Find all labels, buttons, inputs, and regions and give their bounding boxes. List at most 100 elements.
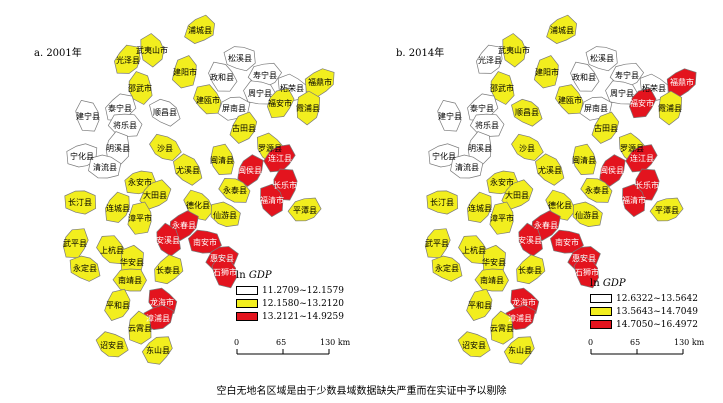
county-label: 福安市 <box>268 98 292 108</box>
county-label: 东山县 <box>508 345 532 355</box>
county-region <box>518 222 543 257</box>
county-region <box>516 254 546 285</box>
county-label: 永安市 <box>490 177 514 187</box>
county-region <box>450 154 484 179</box>
map-panel-2001: 浦城县 武夷山市 松溪县 光泽县 政和县 寿宁县 建阳市 柘荣县 福鼎市 邵武市 周宁县 福安市 建瓯市… <box>0 0 361 375</box>
scale-bar-2014: 0 65 130 km <box>588 338 705 355</box>
county-region <box>511 98 543 127</box>
county-label: 安溪县 <box>156 235 180 245</box>
county-region <box>490 71 515 105</box>
county-region <box>69 255 101 282</box>
county-region <box>172 55 197 89</box>
county-label: 闽侯县 <box>238 166 262 175</box>
county-label: 龙海市 <box>150 297 174 307</box>
legend-title: ln GDP <box>590 278 626 289</box>
county-region <box>218 178 251 203</box>
county-label: 长乐市 <box>273 180 297 190</box>
county-label: 长乐市 <box>635 180 659 190</box>
county-label: 闽侯县 <box>600 166 624 175</box>
county-region <box>210 143 235 175</box>
county-region <box>550 229 584 254</box>
legend-item-high: 14.7050~16.4972 <box>590 318 698 331</box>
county-label: 政和县 <box>572 72 596 82</box>
county-region <box>141 336 173 365</box>
county-label: 漳浦县 <box>508 313 532 323</box>
county-region <box>649 197 684 222</box>
county-region <box>580 178 613 203</box>
county-label: 连城县 <box>106 203 130 213</box>
county-region <box>263 144 296 173</box>
county-label: 建阳市 <box>173 67 197 77</box>
county-label: 惠安县 <box>210 253 234 263</box>
county-label: 德化县 <box>186 200 210 210</box>
county-label: 平潭县 <box>655 206 679 215</box>
county-label: 霞浦县 <box>658 103 682 113</box>
county-region <box>95 331 129 358</box>
county-label: 南靖县 <box>118 275 142 285</box>
county-label: 政和县 <box>210 72 234 82</box>
county-label: 龙海市 <box>512 297 536 307</box>
county-label: 建宁县 <box>438 111 462 121</box>
county-label: 平和县 <box>468 301 492 310</box>
county-label: 霞浦县 <box>296 103 320 113</box>
county-region <box>535 153 565 186</box>
county-label: 清流县 <box>93 162 117 172</box>
county-region <box>572 143 597 175</box>
county-label: 明溪县 <box>106 143 130 153</box>
county-label: 明溪县 <box>468 143 492 153</box>
county-label: 建阳市 <box>535 67 559 77</box>
county-label: 永定县 <box>435 263 459 273</box>
map-panel-2014: 浦城县 武夷山市 松溪县 光泽县 政和县 寿宁县 建阳市 柘荣县 福鼎市 邵武市 周宁县 福安市 建瓯市… <box>362 0 723 375</box>
county-region <box>502 33 527 68</box>
county-region <box>184 14 215 44</box>
county-label: 永春县 <box>172 220 196 230</box>
county-label: 罗源县 <box>620 144 644 153</box>
county-label: 屏南县 <box>222 103 246 113</box>
legend-item-mid: 12.1580~13.2120 <box>236 297 344 310</box>
county-label: 上杭县 <box>100 245 124 255</box>
county-label: 云霄县 <box>128 324 152 333</box>
county-label: 寿宁县 <box>253 70 277 80</box>
county-label: 石狮市 <box>575 267 599 277</box>
county-region <box>629 88 657 119</box>
county-region <box>431 255 463 282</box>
county-region <box>149 98 181 127</box>
county-label: 武夷山市 <box>498 45 530 55</box>
county-label: 云霄县 <box>490 324 514 333</box>
county-label: 诏安县 <box>100 340 124 350</box>
county-region <box>188 229 222 254</box>
county-label: 南安市 <box>555 237 579 247</box>
county-label: 罗源县 <box>258 144 282 153</box>
county-label: 周宁县 <box>248 88 272 98</box>
county-label: 安溪县 <box>518 235 542 245</box>
county-label: 永泰县 <box>585 185 609 195</box>
county-label: 柘荣县 <box>280 83 304 93</box>
county-region <box>585 46 618 72</box>
legend-item-mid: 13.5643~14.7049 <box>590 305 698 318</box>
county-label: 尤溪县 <box>538 165 562 175</box>
county-region <box>287 197 322 222</box>
county-region <box>114 44 141 74</box>
legend-item-high: 13.2121~14.9259 <box>236 310 344 323</box>
county-label: 德化县 <box>548 200 572 210</box>
county-label: 南安市 <box>193 237 217 247</box>
county-region <box>105 191 130 223</box>
county-region <box>267 88 295 119</box>
county-label: 东山县 <box>146 345 170 355</box>
county-label: 松溪县 <box>590 53 614 63</box>
county-label: 将乐县 <box>475 120 499 130</box>
county-region <box>476 44 503 74</box>
footnote: 空白无地名区域是由于少数县域数据缺失严重而在实证中予以剔除 <box>216 386 507 397</box>
county-region <box>658 90 683 126</box>
county-region <box>503 336 535 365</box>
county-label: 屏南县 <box>584 103 608 113</box>
county-region <box>489 201 514 235</box>
county-region <box>88 154 122 179</box>
county-label: 南靖县 <box>480 275 504 285</box>
county-region <box>211 255 237 289</box>
county-label: 连江县 <box>630 153 654 163</box>
county-region <box>112 268 147 292</box>
county-region <box>424 228 451 259</box>
county-region <box>105 131 130 166</box>
county-label: 将乐县 <box>113 120 137 130</box>
